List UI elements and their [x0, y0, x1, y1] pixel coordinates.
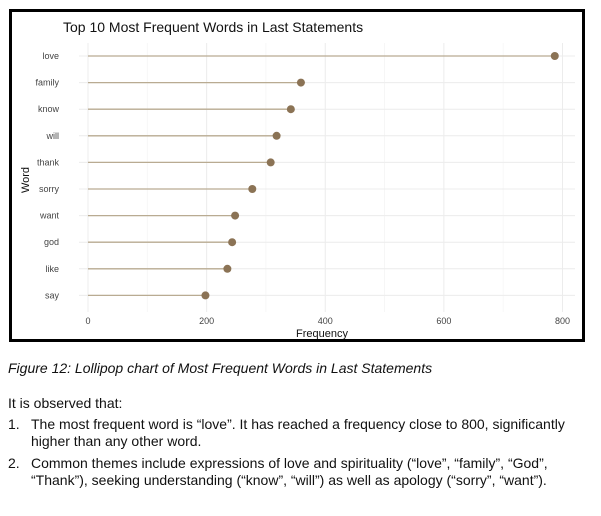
y-axis-label: Word: [20, 167, 32, 193]
lollipop-dot: [266, 158, 275, 167]
y-tick-label: like: [45, 264, 59, 274]
lollipop-dot: [228, 238, 237, 247]
y-tick-label: love: [42, 51, 59, 61]
y-tick-label: thank: [37, 157, 60, 167]
intro-text: It is observed that:: [8, 395, 123, 411]
lollipop-dot: [550, 52, 559, 60]
lollipop-chart: Top 10 Most Frequent Words in Last State…: [20, 19, 575, 339]
chart-frame: Top 10 Most Frequent Words in Last State…: [9, 9, 585, 342]
x-tick-label: 800: [555, 316, 570, 326]
x-tick-label: 600: [436, 316, 451, 326]
y-tick-label: say: [45, 290, 60, 300]
y-tick-label: sorry: [39, 184, 59, 194]
x-axis-label: Frequency: [296, 328, 348, 339]
y-tick-label: will: [46, 131, 60, 141]
y-tick-label: know: [38, 104, 60, 114]
lollipop-dot: [201, 291, 210, 300]
lollipop-dot: [231, 211, 240, 220]
lollipop-dot: [223, 264, 232, 273]
x-tick-label: 0: [85, 316, 90, 326]
y-tick-label: god: [44, 237, 59, 247]
figure-caption: Figure 12: Lollipop chart of Most Freque…: [8, 360, 433, 376]
lollipop-dot: [286, 105, 295, 114]
observation-number: 2.: [8, 455, 20, 471]
observation-item: 1. The most frequent word is “love”. It …: [8, 416, 593, 450]
observation-item: 2. Common themes include expressions of …: [8, 455, 593, 489]
chart-title: Top 10 Most Frequent Words in Last State…: [63, 19, 363, 35]
y-tick-label: family: [35, 78, 59, 88]
observation-list: 1. The most frequent word is “love”. It …: [8, 416, 593, 494]
observation-text: Common themes include expressions of lov…: [31, 455, 548, 488]
observation-text: The most frequent word is “love”. It has…: [31, 416, 565, 449]
x-tick-label: 400: [318, 316, 333, 326]
y-tick-label: want: [39, 211, 60, 221]
x-tick-label: 200: [199, 316, 214, 326]
lollipop-dot: [272, 131, 281, 140]
observation-number: 1.: [8, 416, 20, 432]
lollipop-dot: [296, 78, 305, 87]
lollipop-dot: [248, 185, 257, 193]
